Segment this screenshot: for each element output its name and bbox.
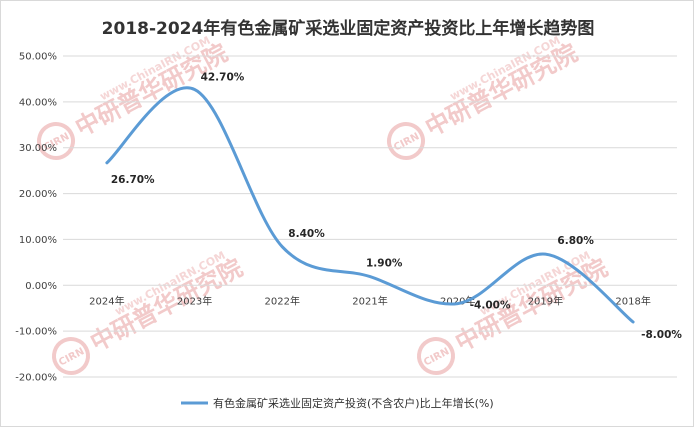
data-label: 42.70% [201,71,245,83]
y-tick-label: 50.00% [19,52,57,63]
watermark-brand-text: 中研普华研究院 [421,39,582,143]
series-line [105,86,635,324]
y-tick-label: -20.00% [15,373,57,384]
watermark-logo-ring [52,337,90,375]
grid-lines [63,55,677,378]
y-tick-label: -10.00% [15,327,57,338]
data-label: 26.70% [111,174,155,186]
data-labels: 26.70% 42.70% 8.40% 1.90% -4.00% 6.80% -8.00% [111,71,683,340]
legend: 有色金属矿采选业固定资产投资(不含农户)比上年增长(%) [181,396,494,410]
x-tick-label: 2023年 [177,294,212,307]
y-tick-label: 20.00% [19,189,57,200]
watermark-logo-ring [37,122,75,160]
data-label: 1.90% [366,258,403,270]
y-tick-label: 30.00% [19,143,57,154]
chart-title: 2018-2024年有色金属矿采选业固定资产投资比上年增长趋势图 [102,18,595,39]
y-tick-label: 0.00% [25,281,57,292]
watermark-brand-text: 中研普华研究院 [71,39,232,143]
watermark-logo-text: CIRN [422,346,451,368]
y-axis-ticks: 50.00% 40.00% 30.00% 20.00% 10.00% 0.00% -10.0… [15,52,57,384]
data-label: 8.40% [288,228,325,240]
y-tick-label: 10.00% [19,235,57,246]
data-label: -4.00% [470,300,511,312]
x-tick-label: 2021年 [352,294,387,307]
data-label: -8.00% [641,329,682,341]
watermark-logo-text: CIRN [392,131,421,153]
watermark-logo-text: CIRN [57,346,86,368]
legend-label: 有色金属矿采选业固定资产投资(不含农户)比上年增长(%) [213,396,494,410]
x-tick-label: 2018年 [615,294,650,307]
watermark-logo-ring [387,122,425,160]
x-axis-ticks: 2024年 2023年 2022年 2021年 2020年 2019年 2018年 [89,294,651,307]
watermark-logo-ring [417,337,455,375]
x-tick-label: 2024年 [89,294,124,307]
y-tick-label: 40.00% [19,97,57,108]
x-tick-label: 2019年 [528,294,563,307]
x-tick-label: 2022年 [265,294,300,307]
data-label: 6.80% [557,235,594,247]
